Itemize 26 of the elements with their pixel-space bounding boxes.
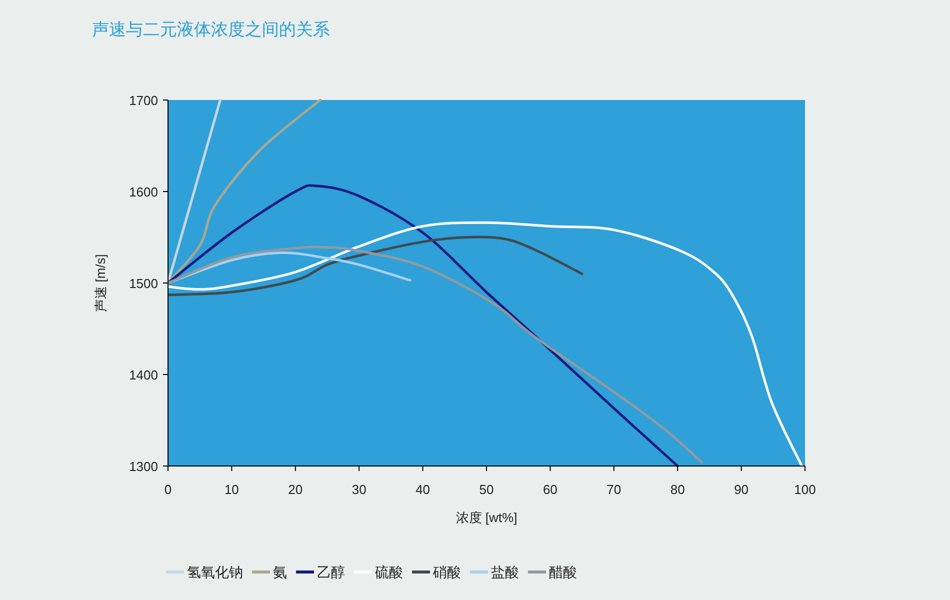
x-tick-label: 70 (606, 482, 622, 497)
legend-label: 硝酸 (432, 564, 461, 580)
x-tick-label: 20 (288, 482, 303, 497)
y-tick-label: 1600 (129, 184, 158, 200)
y-tick-label: 1300 (129, 459, 158, 474)
legend-label: 氨 (273, 564, 287, 580)
chart-title: 声速与二元液体浓度之间的关系 (92, 20, 330, 39)
x-tick-label: 40 (416, 482, 430, 497)
x-tick-label: 10 (224, 482, 239, 497)
legend-label: 乙醇 (317, 564, 345, 580)
x-tick-label: 0 (164, 482, 172, 497)
y-tick-label: 1500 (129, 276, 158, 291)
legend-label: 硫酸 (375, 564, 403, 580)
x-tick-label: 60 (542, 482, 558, 497)
y-tick-label: 1400 (129, 368, 158, 382)
x-tick-label: 50 (479, 482, 494, 497)
y-tick-label: 1700 (129, 93, 158, 108)
x-tick-label: 30 (352, 482, 366, 497)
y-axis-title: 声速 [m/s] (93, 254, 108, 312)
legend-label: 盐酸 (491, 564, 519, 580)
legend-label: 氢氧化钠 (187, 564, 243, 580)
x-tick-label: 90 (734, 482, 749, 497)
x-tick-label: 100 (794, 482, 816, 497)
x-tick-label: 80 (670, 482, 685, 497)
legend-label: 醋酸 (549, 564, 577, 580)
x-axis-title: 浓度 [wt%] (456, 510, 518, 525)
